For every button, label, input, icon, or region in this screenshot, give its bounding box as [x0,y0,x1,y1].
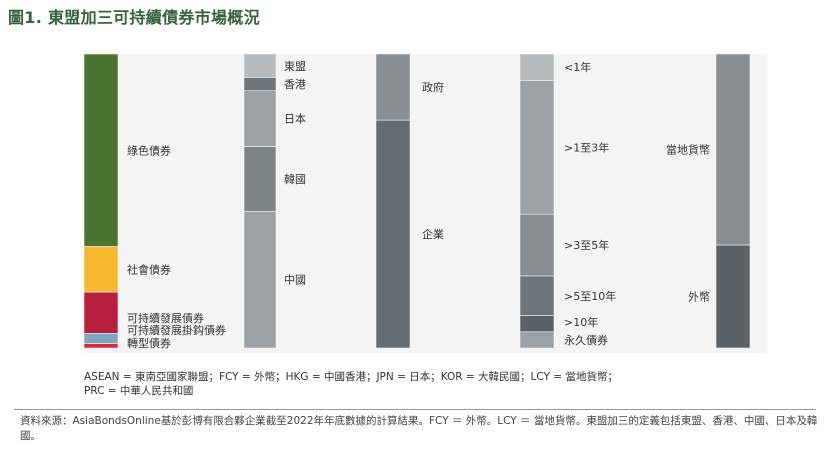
segment-label: >5至10年 [564,289,616,303]
notes-line-1: ASEAN = 東南亞國家聯盟；FCY = 外幣；HKG = 中國香港；JPN … [84,371,618,383]
bar-segment [243,210,277,349]
segment-label: 日本 [284,112,306,126]
segment-label: >1至3年 [564,140,609,154]
bar-segment [715,244,751,349]
segment-label: 當地貨幣 [666,143,710,157]
segment-label: >3至5年 [564,238,609,252]
segment-label: <1年 [564,60,591,74]
bar-segment [519,213,555,277]
bar-segment [519,275,555,316]
segment-label: 外幣 [688,291,710,304]
segment-label: 綠色債券 [127,143,171,157]
segment-label: 東盟 [284,60,306,73]
bar-segment [519,80,555,215]
bar-segment [243,53,277,78]
bar-segment [83,343,119,349]
bar-segment [519,331,555,349]
segment-label: 可持續發展掛鈎債券 [127,323,226,337]
segment-label: 政府 [422,80,444,94]
segment-label: >10年 [564,315,598,329]
bar-segment [83,291,119,334]
bar-segment [715,53,751,246]
bar-segment [243,90,277,147]
bar-segment [243,77,277,92]
bar-segment [83,332,119,344]
segment-label: 韓國 [284,173,306,186]
segment-label: 香港 [284,78,306,91]
notes-line-2: PRC = 中華人民共和國 [84,385,194,397]
segment-label: 中國 [284,274,306,287]
abbreviation-notes: ASEAN = 東南亞國家聯盟；FCY = 外幣；HKG = 中國香港；JPN … [84,370,618,398]
segment-label: 社會債券 [127,262,171,276]
segment-label: 可持續發展債券 [127,311,204,325]
bar-segment [375,119,411,349]
divider [14,409,816,410]
chart-title: 圖1. 東盟加三可持續債券市場概況 [8,8,260,27]
bar-segment [519,53,555,81]
segment-label: 轉型債券 [127,336,171,350]
bar-segment [375,53,411,121]
bar-segment [243,146,277,212]
segment-label: 永久債券 [564,333,608,347]
source-note: 資料來源：AsiaBondsOnline基於彭博有限合夥企業截至2022年年底數… [20,415,818,442]
segment-label: 企業 [422,227,444,241]
bar-segment [83,246,119,293]
bar-segment [519,315,555,333]
bar-segment [83,53,119,247]
chart-panel [84,54,767,353]
